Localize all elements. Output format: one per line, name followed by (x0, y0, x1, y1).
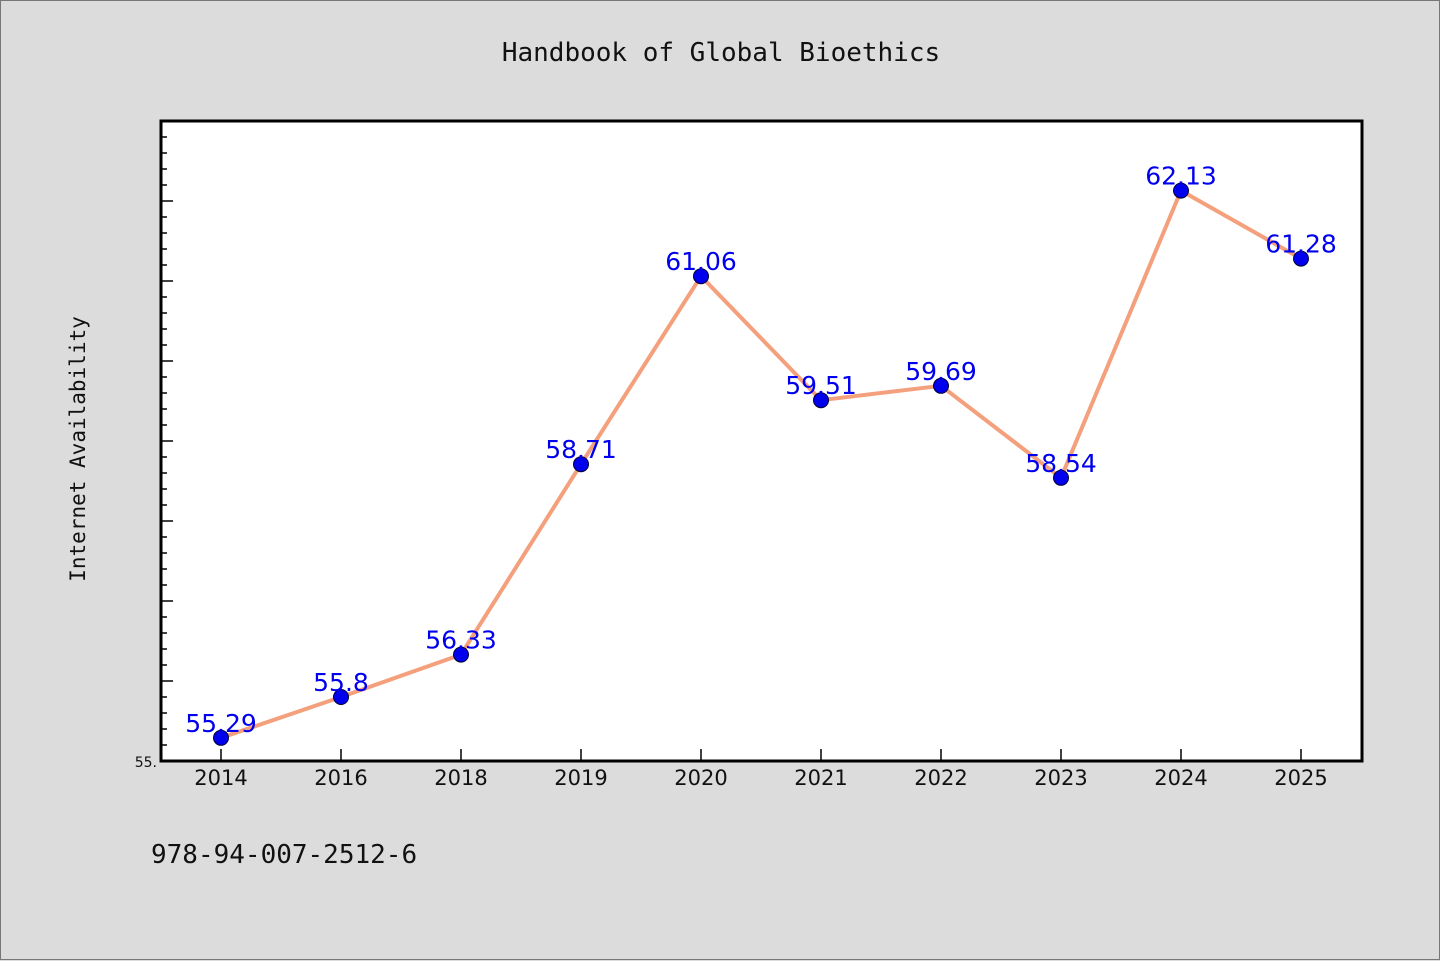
data-label: 61.28 (1265, 230, 1337, 259)
data-label: 58.71 (545, 435, 617, 464)
data-markers (213, 182, 1309, 746)
data-label: 59.69 (905, 357, 977, 386)
data-label: 56.33 (425, 626, 497, 655)
x-tick-label: 2014 (194, 766, 247, 790)
data-point (693, 268, 709, 285)
data-point (813, 392, 829, 409)
data-point (1053, 469, 1069, 486)
x-tick-label: 2024 (1154, 766, 1207, 790)
data-point (933, 377, 949, 394)
y-axis-ticks: 55. (135, 120, 173, 771)
x-tick-label: 2016 (314, 766, 367, 790)
x-tick-label: 2018 (434, 766, 487, 790)
data-point (453, 646, 469, 663)
y-axis-label: Internet Availability (66, 316, 90, 582)
x-tick-label: 2023 (1034, 766, 1087, 790)
x-axis-ticks: 2014 2016 2018 2019 2020 2021 2022 2023 2024 2025 (194, 749, 1328, 790)
x-tick-label: 2021 (794, 766, 847, 790)
data-labels: 55.29 55.8 56.33 58.71 61.06 59.51 59.69 58.54 6… (185, 162, 1337, 738)
isbn-footer: 978-94-007-2512-6 (151, 840, 417, 870)
data-point (1293, 250, 1309, 267)
data-label: 61.06 (665, 247, 737, 276)
x-tick-label: 2022 (914, 766, 967, 790)
data-label: 62.13 (1145, 162, 1217, 191)
x-tick-label: 2020 (674, 766, 727, 790)
data-point (333, 689, 349, 705)
y-tick-label: 55. (135, 755, 157, 771)
data-label: 55.29 (185, 709, 257, 738)
data-point (573, 456, 589, 473)
plot-area (159, 119, 1364, 763)
data-point (213, 729, 229, 746)
data-label: 58.54 (1025, 449, 1097, 478)
x-tick-label: 2019 (554, 766, 607, 790)
x-tick-label: 2025 (1274, 766, 1327, 790)
data-label: 55.8 (313, 668, 369, 697)
series-line (219, 188, 1303, 740)
chart-title: Handbook of Global Bioethics (502, 38, 940, 68)
data-label: 59.51 (785, 371, 857, 400)
data-point (1173, 182, 1189, 199)
